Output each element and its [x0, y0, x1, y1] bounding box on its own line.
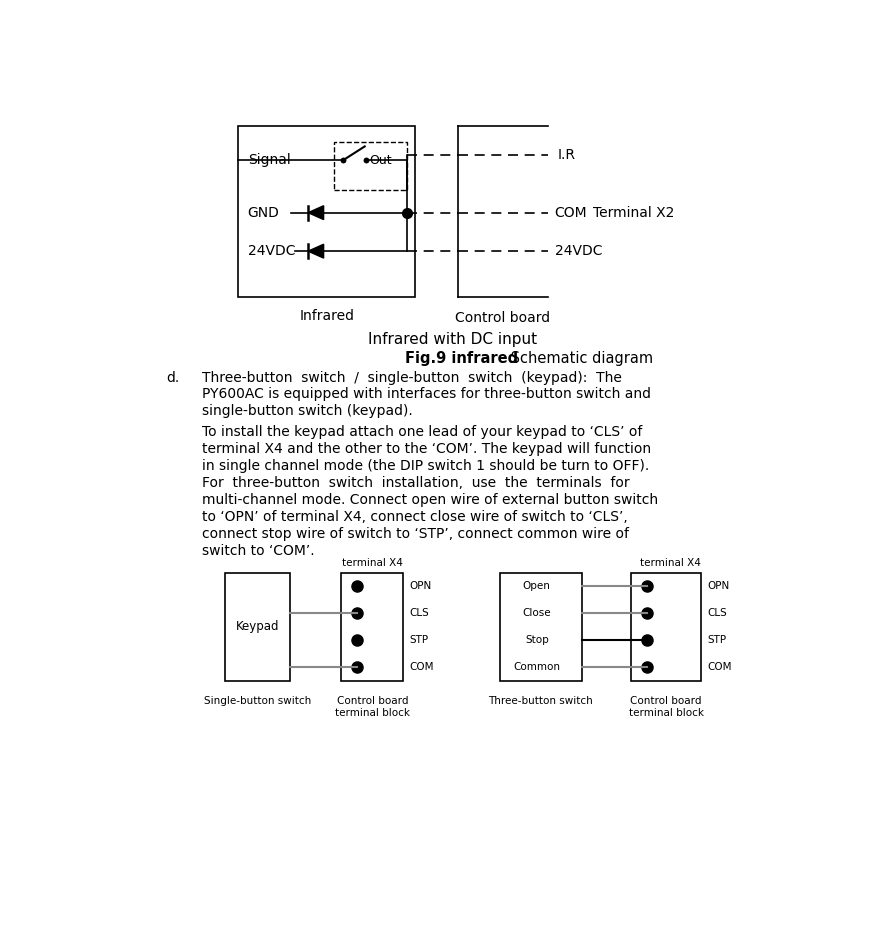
Polygon shape [309, 205, 324, 219]
Text: Control board
terminal block: Control board terminal block [335, 696, 410, 718]
Text: I.R: I.R [558, 148, 575, 162]
Text: GND: GND [248, 205, 279, 219]
Bar [499, 573, 582, 681]
Text: PY600AC is equipped with interfaces for three-button switch and: PY600AC is equipped with interfaces for … [202, 387, 651, 401]
Text: Terminal X2: Terminal X2 [593, 205, 674, 219]
Text: Schematic diagram: Schematic diagram [506, 351, 653, 366]
Text: Open: Open [522, 582, 551, 592]
Text: OPN: OPN [707, 582, 729, 592]
Text: d.: d. [166, 371, 179, 385]
Text: STP: STP [409, 635, 429, 645]
Text: switch to ‘COM’.: switch to ‘COM’. [202, 544, 315, 558]
Text: Control board: Control board [455, 311, 551, 325]
Text: Control board
terminal block: Control board terminal block [629, 696, 704, 718]
Text: 24VDC: 24VDC [554, 244, 602, 258]
Bar [333, 142, 408, 189]
Text: Three-button switch: Three-button switch [488, 696, 593, 706]
Bar [631, 573, 701, 681]
Bar [239, 127, 415, 297]
Polygon shape [309, 244, 324, 258]
Text: Infrared: Infrared [299, 309, 354, 323]
Text: connect stop wire of switch to ‘STP’, connect common wire of: connect stop wire of switch to ‘STP’, co… [202, 527, 629, 541]
Text: Close: Close [522, 609, 551, 618]
Text: Out: Out [370, 154, 392, 167]
Text: in single channel mode (the DIP switch 1 should be turn to OFF).: in single channel mode (the DIP switch 1… [202, 459, 649, 473]
Bar [341, 573, 403, 681]
Text: Stop: Stop [525, 635, 549, 645]
Text: 24VDC: 24VDC [248, 244, 295, 258]
Text: Single-button switch: Single-button switch [204, 696, 311, 706]
Text: Infrared with DC input: Infrared with DC input [369, 332, 537, 347]
Text: terminal X4: terminal X4 [342, 557, 403, 567]
Text: Signal: Signal [248, 153, 291, 167]
Text: To install the keypad attach one lead of your keypad to ‘CLS’ of: To install the keypad attach one lead of… [202, 425, 643, 439]
Text: Three-button  switch  /  single-button  switch  (keypad):  The: Three-button switch / single-button swit… [202, 371, 621, 385]
Text: multi-channel mode. Connect open wire of external button switch: multi-channel mode. Connect open wire of… [202, 493, 658, 507]
Text: Fig.9 infrared: Fig.9 infrared [405, 351, 518, 366]
Text: Keypad: Keypad [236, 620, 279, 633]
Text: CLS: CLS [707, 609, 727, 618]
Text: CLS: CLS [409, 609, 430, 618]
Text: COM: COM [707, 662, 732, 673]
Text: terminal X4 and the other to the ‘COM’. The keypad will function: terminal X4 and the other to the ‘COM’. … [202, 442, 652, 456]
Text: single-button switch (keypad).: single-button switch (keypad). [202, 404, 413, 418]
Text: COM: COM [409, 662, 434, 673]
Text: COM: COM [554, 205, 587, 219]
Text: For  three-button  switch  installation,  use  the  terminals  for: For three-button switch installation, us… [202, 476, 629, 490]
Text: terminal X4: terminal X4 [640, 557, 700, 567]
Bar [225, 573, 290, 681]
Text: to ‘OPN’ of terminal X4, connect close wire of switch to ‘CLS’,: to ‘OPN’ of terminal X4, connect close w… [202, 510, 628, 524]
Text: OPN: OPN [409, 582, 432, 592]
Text: Common: Common [514, 662, 560, 673]
Text: STP: STP [707, 635, 727, 645]
